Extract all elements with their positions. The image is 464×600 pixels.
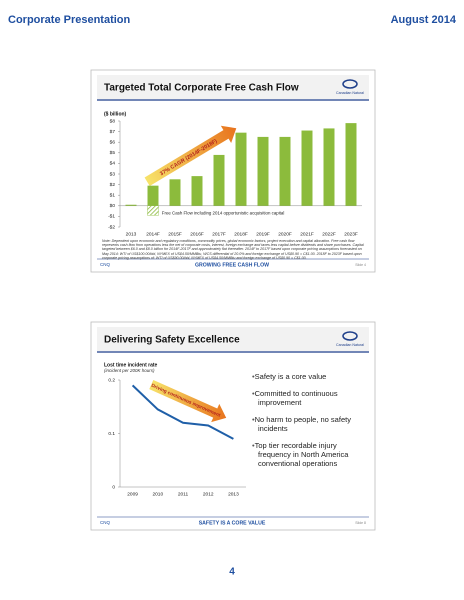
x-tick-label: 2010 bbox=[152, 491, 163, 497]
x-tick-label: 2015F bbox=[168, 231, 182, 237]
x-tick-label: 2020F bbox=[278, 231, 292, 237]
bar bbox=[191, 176, 203, 206]
y-tick-label: -$2 bbox=[108, 224, 115, 230]
y-tick-label: $8 bbox=[110, 118, 116, 124]
y-tick-label: $7 bbox=[110, 129, 116, 135]
slide-title: Targeted Total Corporate Free Cash Flow bbox=[104, 83, 299, 94]
y-tick-label: $3 bbox=[110, 171, 116, 177]
bar bbox=[279, 136, 291, 206]
slide-title: Delivering Safety Excellence bbox=[104, 335, 240, 346]
x-tick-label: 2009 bbox=[127, 491, 138, 497]
x-tick-label: 2019F bbox=[256, 231, 270, 237]
bar bbox=[235, 132, 247, 206]
x-tick-label: 2011 bbox=[178, 491, 189, 497]
y-axis-label: Lost time incident rate bbox=[104, 362, 158, 368]
y-tick-label: $6 bbox=[110, 139, 116, 145]
logo-text: Canadian Natural bbox=[336, 343, 364, 347]
footer-center: SAFETY IS A CORE VALUE bbox=[199, 520, 266, 526]
bar bbox=[323, 128, 335, 206]
bar bbox=[213, 154, 225, 206]
bar bbox=[169, 179, 181, 206]
bullet: Safety is a core value bbox=[252, 372, 370, 381]
title-band bbox=[97, 75, 369, 99]
bar bbox=[147, 205, 159, 216]
y-tick-label: -$1 bbox=[108, 214, 115, 220]
y-tick-label: $0 bbox=[110, 203, 116, 209]
arrow-shape bbox=[149, 379, 227, 423]
bullet-list: Safety is a core value Committed to conti… bbox=[252, 372, 370, 476]
y-axis-label: ($ billion) bbox=[104, 111, 127, 117]
bar bbox=[147, 185, 159, 206]
x-tick-label: 2012 bbox=[203, 491, 214, 497]
footer-left: CNQ bbox=[100, 520, 110, 525]
logo-text: Canadian Natural bbox=[336, 91, 364, 95]
x-tick-label: 2016F bbox=[190, 231, 204, 237]
bullet: Top tier recordable injury frequency in … bbox=[252, 441, 370, 468]
y-tick-label: 0.2 bbox=[108, 377, 115, 383]
x-tick-label: 2014F bbox=[146, 231, 160, 237]
line-series bbox=[131, 384, 234, 440]
bar bbox=[345, 123, 357, 206]
logo-mark bbox=[342, 331, 358, 341]
y-tick-label: $4 bbox=[110, 161, 116, 167]
footnote: Note: Dependent upon economic and regula… bbox=[102, 239, 364, 260]
bar bbox=[125, 204, 137, 206]
header-title: Corporate Presentation bbox=[8, 14, 131, 26]
arrow-shape bbox=[144, 125, 237, 187]
y-tick-label: $1 bbox=[110, 192, 116, 198]
bullet: Committed to continuous improvement bbox=[252, 389, 370, 407]
footer-left: CNQ bbox=[100, 262, 110, 267]
y-tick-label: 0.1 bbox=[108, 431, 115, 437]
x-tick-label: 2017F bbox=[212, 231, 226, 237]
title-band bbox=[97, 327, 369, 351]
footer-right: Slide 4 bbox=[355, 263, 366, 267]
y-tick-label: 0 bbox=[112, 484, 115, 490]
logo-mark bbox=[342, 79, 358, 89]
x-tick-label: 2013 bbox=[126, 231, 137, 237]
x-tick-label: 2022F bbox=[322, 231, 336, 237]
y-tick-label: $2 bbox=[110, 182, 116, 188]
bullet: No harm to people, no safety incidents bbox=[252, 415, 370, 433]
header-date: August 2014 bbox=[391, 14, 457, 26]
footer-center: GROWING FREE CASH FLOW bbox=[195, 262, 269, 268]
y-axis-sublabel: (incident per 200K hours) bbox=[104, 368, 155, 373]
x-tick-label: 2018F bbox=[234, 231, 248, 237]
page-number: 4 bbox=[229, 567, 235, 578]
y-tick-label: $5 bbox=[110, 150, 116, 156]
x-tick-label: 2021F bbox=[300, 231, 314, 237]
bar bbox=[257, 136, 269, 206]
x-tick-label: 2013 bbox=[228, 491, 239, 497]
x-tick-label: 2023F bbox=[344, 231, 358, 237]
legend-label: Free Cash Flow including 2014 opportunis… bbox=[162, 211, 285, 216]
bar bbox=[301, 130, 313, 206]
footer-right: Slide 8 bbox=[355, 521, 366, 525]
